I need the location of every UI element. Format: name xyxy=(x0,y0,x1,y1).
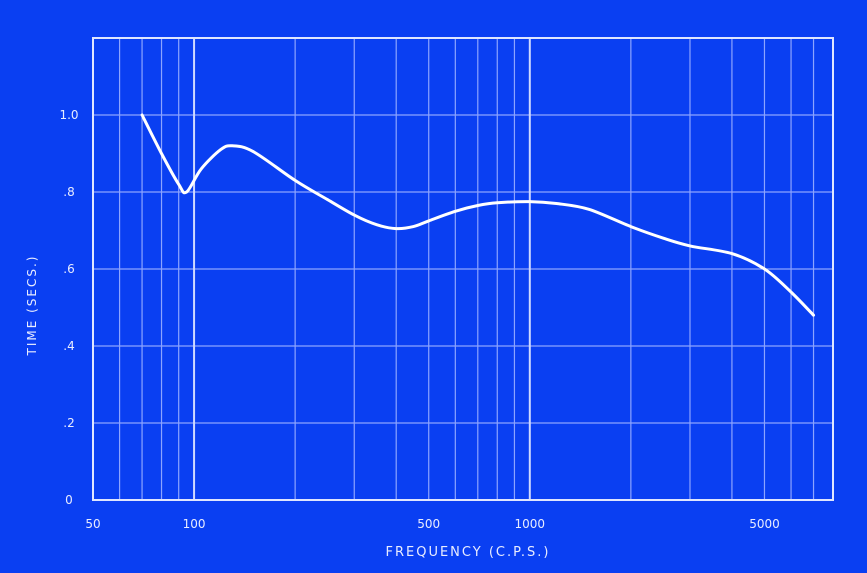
major-gridlines xyxy=(193,38,531,500)
y-tick-label-2: .4 xyxy=(63,339,74,353)
x-tick-labels: 50 100 500 1000 5000 xyxy=(85,517,779,531)
y-tick-label-3: .6 xyxy=(63,262,74,276)
x-tick-label-3: 1000 xyxy=(515,517,546,531)
y-tick-label-1: .2 xyxy=(63,416,74,430)
x-axis-label: FREQUENCY (C.P.S.) xyxy=(385,545,550,560)
y-tick-labels: 0 .2 .4 .6 .8 1.0 xyxy=(59,108,78,507)
y-tick-label-0: 0 xyxy=(65,493,73,507)
minor-gridlines xyxy=(93,38,833,500)
y-tick-label-4: .8 xyxy=(63,185,74,199)
series-line xyxy=(140,113,815,317)
x-tick-label-0: 50 xyxy=(85,517,100,531)
x-tick-label-4: 5000 xyxy=(749,517,780,531)
plot-frame xyxy=(92,37,834,501)
y-tick-label-5: 1.0 xyxy=(59,108,78,122)
x-tick-label-1: 100 xyxy=(183,517,206,531)
x-tick-label-2: 500 xyxy=(417,517,440,531)
y-axis-label: TIME (SECS.) xyxy=(25,255,39,357)
